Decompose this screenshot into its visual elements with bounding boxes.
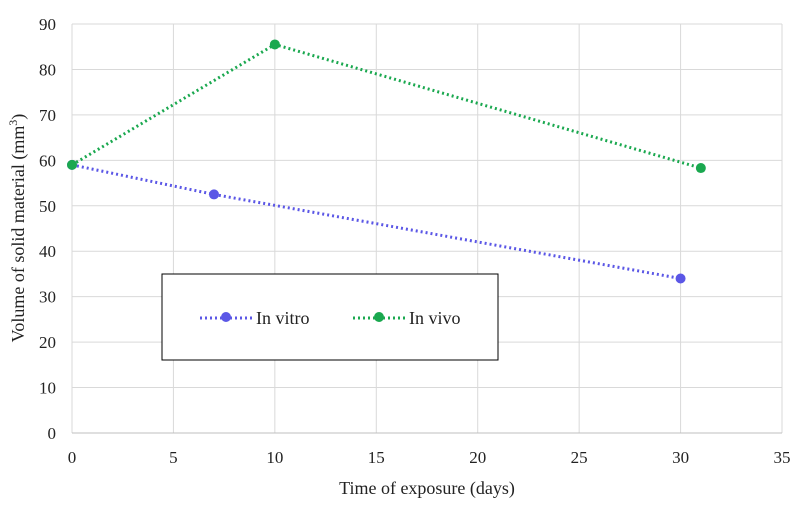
data-point-in-vivo <box>67 159 77 170</box>
x-tick-label: 25 <box>571 448 588 467</box>
y-tick-label: 40 <box>39 242 56 261</box>
y-axis-title-main: Volume of solid material (mm <box>8 126 29 343</box>
legend-marker-in-vivo <box>374 312 384 322</box>
y-tick-label: 10 <box>39 379 56 398</box>
legend-item-in-vivo: In vivo <box>353 308 461 328</box>
y-tick-label: 80 <box>39 60 56 79</box>
y-tick-label: 0 <box>48 424 57 443</box>
legend-label-in-vitro: In vitro <box>256 308 310 328</box>
x-tick-label: 10 <box>266 448 283 467</box>
y-axis-title: Volume of solid material (mm3) <box>6 114 29 343</box>
legend: In vitro In vivo <box>161 273 499 361</box>
legend-box <box>161 273 499 361</box>
data-point-in-vivo <box>269 39 280 50</box>
series-line-in-vivo <box>71 42 702 170</box>
data-point-in-vitro <box>209 189 219 200</box>
data-point-in-vivo <box>695 163 706 174</box>
y-axis-title-end: ) <box>8 114 29 120</box>
x-tick-label: 15 <box>368 448 385 467</box>
y-tick-label: 60 <box>39 151 56 170</box>
x-tick-label: 20 <box>469 448 486 467</box>
y-tick-label: 70 <box>39 106 56 125</box>
data-point-in-vitro <box>675 273 686 284</box>
x-tick-label: 0 <box>68 448 77 467</box>
x-tick-label: 5 <box>169 448 178 467</box>
y-axis-title-superscript: 3 <box>6 120 20 126</box>
series-in-vivo <box>67 39 706 174</box>
x-tick-label: 30 <box>672 448 689 467</box>
series-layer <box>67 39 706 284</box>
legend-item-in-vitro: In vitro <box>200 308 310 328</box>
x-tick-label: 35 <box>774 448 791 467</box>
legend-label-in-vivo: In vivo <box>409 308 461 328</box>
x-axis-title: Time of exposure (days) <box>339 478 515 499</box>
axes: 0 10 20 30 40 50 60 70 80 90 0 5 10 15 20 25 30 35 <box>39 15 791 467</box>
legend-marker-in-vitro <box>221 312 231 322</box>
y-tick-label: 20 <box>39 333 56 352</box>
y-tick-label: 90 <box>39 15 56 34</box>
grid <box>71 23 783 434</box>
y-tick-label: 30 <box>39 288 56 307</box>
y-tick-label: 50 <box>39 197 56 216</box>
